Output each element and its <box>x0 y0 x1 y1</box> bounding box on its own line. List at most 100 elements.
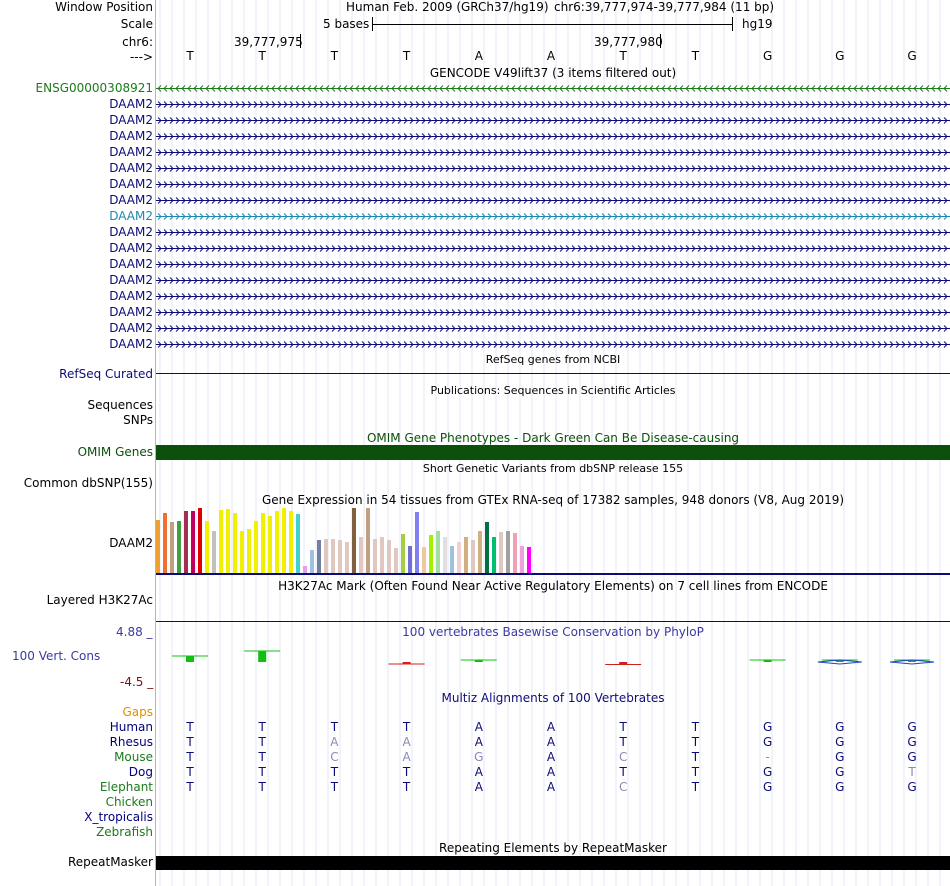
gtex-tissue-bar[interactable] <box>184 511 188 573</box>
gtex-tissue-bar[interactable] <box>443 537 447 573</box>
gtex-tissue-bar[interactable] <box>415 512 419 573</box>
multiz-species-label[interactable]: X_tropicalis <box>84 810 153 824</box>
gtex-tissue-bar[interactable] <box>387 540 391 573</box>
gtex-tissue-bar[interactable] <box>219 510 223 573</box>
gtex-tissue-bar[interactable] <box>352 508 356 573</box>
gencode-item-track[interactable] <box>156 100 950 109</box>
gtex-tissue-bar[interactable] <box>520 546 524 573</box>
gencode-item-track[interactable] <box>156 148 950 157</box>
conservation-label[interactable]: 100 Vert. Cons <box>12 649 101 663</box>
gencode-item-label[interactable]: DAAM2 <box>109 321 153 335</box>
omim-label[interactable]: OMIM Genes <box>77 445 153 459</box>
gencode-item-track[interactable] <box>156 164 950 173</box>
gtex-tissue-bar[interactable] <box>156 520 160 573</box>
gtex-tissue-bar[interactable] <box>373 539 377 573</box>
gencode-item-label[interactable]: DAAM2 <box>109 113 153 127</box>
gtex-tissue-bar[interactable] <box>226 509 230 573</box>
gencode-item-label[interactable]: ENSG00000308921 <box>35 81 153 95</box>
refseq-label[interactable]: RefSeq Curated <box>59 367 153 381</box>
gencode-item-label[interactable]: DAAM2 <box>109 337 153 351</box>
gencode-item-label[interactable]: DAAM2 <box>109 225 153 239</box>
conservation-plot[interactable] <box>156 640 950 685</box>
gtex-tissue-bar[interactable] <box>506 531 510 573</box>
gtex-tissue-bar[interactable] <box>163 513 167 573</box>
multiz-species-label[interactable]: Mouse <box>114 750 153 764</box>
gencode-item-track[interactable] <box>156 308 950 317</box>
gencode-item-label[interactable]: DAAM2 <box>109 129 153 143</box>
repeatmasker-label[interactable]: RepeatMasker <box>67 855 153 869</box>
gtex-tissue-bar[interactable] <box>282 508 286 573</box>
gtex-tissue-bar[interactable] <box>457 542 461 573</box>
gtex-tissue-bar[interactable] <box>261 513 265 573</box>
gtex-tissue-bar[interactable] <box>478 531 482 573</box>
gtex-tissue-bar[interactable] <box>324 539 328 573</box>
gencode-item-track[interactable] <box>156 260 950 269</box>
gtex-tissue-bar[interactable] <box>191 511 195 573</box>
gtex-tissue-bar[interactable] <box>317 540 321 573</box>
gencode-item-track[interactable] <box>156 244 950 253</box>
omim-gene-bar[interactable] <box>156 445 950 460</box>
gencode-item-label[interactable]: DAAM2 <box>109 145 153 159</box>
gtex-tissue-bar[interactable] <box>296 514 300 573</box>
gtex-tissue-bar[interactable] <box>464 537 468 573</box>
gencode-item-label[interactable]: DAAM2 <box>109 161 153 175</box>
gtex-tissue-bar[interactable] <box>527 547 531 573</box>
gencode-item-label[interactable]: DAAM2 <box>109 257 153 271</box>
gtex-tissue-bar[interactable] <box>471 540 475 573</box>
gencode-item-track[interactable] <box>156 116 950 125</box>
refseq-gene-line[interactable] <box>156 373 950 374</box>
gencode-item-track[interactable] <box>156 276 950 285</box>
dbsnp-label[interactable]: Common dbSNP(155) <box>23 476 153 490</box>
gtex-tissue-bar[interactable] <box>310 550 314 573</box>
gtex-tissue-bar[interactable] <box>303 566 307 573</box>
gencode-item-label[interactable]: DAAM2 <box>109 97 153 111</box>
gtex-tissue-bar[interactable] <box>233 513 237 573</box>
h3k27ac-label[interactable]: Layered H3K27Ac <box>46 593 153 607</box>
gtex-tissue-bar[interactable] <box>359 537 363 573</box>
gtex-tissue-bar[interactable] <box>345 542 349 573</box>
gencode-item-track[interactable] <box>156 228 950 237</box>
gtex-tissue-bar[interactable] <box>422 547 426 573</box>
gtex-label[interactable]: DAAM2 <box>109 536 153 550</box>
gtex-tissue-bar[interactable] <box>499 532 503 573</box>
gencode-item-track[interactable] <box>156 292 950 301</box>
gtex-tissue-bar[interactable] <box>212 531 216 573</box>
gtex-tissue-bar[interactable] <box>450 546 454 573</box>
gencode-item-track[interactable] <box>156 196 950 205</box>
gencode-item-track[interactable] <box>156 340 950 349</box>
gtex-tissue-bar[interactable] <box>492 537 496 573</box>
gtex-tissue-bar[interactable] <box>275 511 279 573</box>
gtex-tissue-bar[interactable] <box>240 531 244 573</box>
multiz-species-label[interactable]: Dog <box>128 765 153 779</box>
multiz-species-label[interactable]: Elephant <box>99 780 153 794</box>
gtex-tissue-bar[interactable] <box>254 521 258 573</box>
position-text[interactable]: chr6:39,777,974-39,777,984 (11 bp) <box>554 0 775 14</box>
gtex-tissue-bar[interactable] <box>513 533 517 573</box>
gencode-item-track[interactable] <box>156 324 950 333</box>
gencode-item-label[interactable]: DAAM2 <box>109 273 153 287</box>
gencode-item-label[interactable]: DAAM2 <box>109 193 153 207</box>
gencode-item-track[interactable] <box>156 212 950 221</box>
gtex-tissue-bar[interactable] <box>436 531 440 573</box>
gtex-tissue-bar[interactable] <box>366 508 370 573</box>
multiz-species-label[interactable]: Human <box>109 720 153 734</box>
publications-label-snps[interactable]: SNPs <box>123 413 153 427</box>
gencode-item-track[interactable] <box>156 132 950 141</box>
publications-label-sequences[interactable]: Sequences <box>87 398 153 412</box>
gtex-tissue-bar[interactable] <box>380 537 384 573</box>
gtex-tissue-bar[interactable] <box>170 522 174 573</box>
gtex-tissue-bar[interactable] <box>338 540 342 573</box>
gtex-tissue-bar[interactable] <box>198 508 202 573</box>
gtex-tissue-bar[interactable] <box>289 511 293 573</box>
gtex-tissue-bar[interactable] <box>408 546 412 573</box>
multiz-species-label[interactable]: Rhesus <box>109 735 153 749</box>
gtex-tissue-bar[interactable] <box>247 529 251 573</box>
gtex-tissue-bar[interactable] <box>331 539 335 573</box>
gencode-item-label[interactable]: DAAM2 <box>109 209 153 223</box>
repeatmasker-bar[interactable] <box>156 856 950 870</box>
gtex-bar-chart[interactable] <box>156 508 536 573</box>
gencode-item-track[interactable] <box>156 84 950 93</box>
gencode-item-track[interactable] <box>156 180 950 189</box>
gtex-tissue-bar[interactable] <box>205 521 209 573</box>
gencode-item-label[interactable]: DAAM2 <box>109 289 153 303</box>
